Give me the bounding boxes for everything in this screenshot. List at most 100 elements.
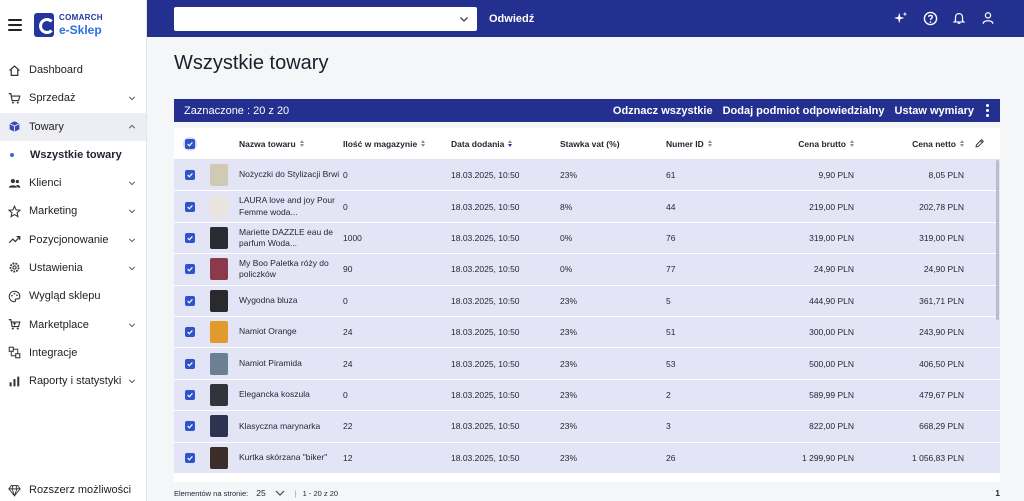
row-date: 18.03.2025, 10:50 — [451, 170, 520, 181]
ai-sparkle-icon[interactable] — [893, 10, 909, 26]
topbar: Odwiedź — [147, 0, 1024, 37]
sidebar-item-towary[interactable]: Towary — [0, 112, 146, 141]
hamburger-menu-icon[interactable] — [8, 19, 22, 31]
edit-columns-cell — [964, 138, 994, 149]
sidebar: COMARCH e-Sklep Dashboard Sprzedaż Towar… — [0, 0, 147, 501]
select-all-checkbox[interactable] — [183, 136, 197, 151]
header-date[interactable]: Data dodania — [451, 139, 560, 149]
bell-icon[interactable] — [951, 10, 967, 26]
extend-features-link[interactable]: Rozszerz możliwości — [0, 479, 147, 501]
table-row[interactable]: My Boo Paletka róży do policzków 90 18.0… — [174, 254, 1000, 286]
row-checkbox[interactable] — [185, 232, 195, 243]
diamond-icon — [7, 483, 21, 497]
table-row[interactable]: Namiot Piramida 24 18.03.2025, 10:50 23%… — [174, 348, 1000, 380]
sidebar-item-label: Marketing — [29, 205, 78, 218]
page-number[interactable]: 1 — [995, 488, 1000, 498]
table-row[interactable]: Kurtka skórzana "biker" 12 18.03.2025, 1… — [174, 442, 1000, 474]
header-qty[interactable]: Ilość w magazynie — [343, 139, 451, 149]
sidebar-subitem-wszystkie-towary[interactable]: Wszystkie towary — [0, 141, 146, 169]
more-options-icon[interactable] — [984, 104, 990, 117]
product-name[interactable]: Kurtka skórzana "biker" — [239, 451, 328, 462]
sidebar-item-ustawienia[interactable]: Ustawienia — [0, 254, 146, 282]
product-name[interactable]: Nożyczki do Stylizacji Brwi — [239, 169, 340, 180]
sidebar-item-integracje[interactable]: Integracje — [0, 339, 146, 367]
row-image-cell — [202, 446, 236, 469]
visit-button[interactable]: Odwiedź — [489, 12, 535, 25]
product-thumbnail[interactable] — [210, 226, 228, 249]
product-thumbnail[interactable] — [210, 415, 228, 438]
row-checkbox[interactable] — [185, 452, 195, 463]
product-name[interactable]: LAURA love and joy Pour Femme woda... — [239, 195, 335, 217]
table-row[interactable]: LAURA love and joy Pour Femme woda... 0 … — [174, 191, 1000, 223]
product-name[interactable]: Wygodna bluza — [239, 295, 298, 306]
header-netto[interactable]: Cena netto — [854, 139, 964, 149]
product-thumbnail[interactable] — [210, 289, 228, 312]
product-name[interactable]: My Boo Paletka róży do policzków — [239, 257, 329, 280]
table-row[interactable]: Namiot Orange 24 18.03.2025, 10:50 23% 5… — [174, 316, 1000, 349]
sidebar-item-raporty[interactable]: Raporty i statystyki — [0, 367, 146, 395]
unselect-all-button[interactable]: Odznacz wszystkie — [612, 104, 713, 117]
row-date: 18.03.2025, 10:50 — [451, 295, 520, 306]
sort-icon — [960, 140, 964, 147]
per-page-select[interactable]: 25 — [256, 488, 266, 498]
table-scrollbar[interactable] — [996, 160, 999, 320]
row-id: 26 — [666, 452, 676, 463]
product-thumbnail[interactable] — [210, 258, 228, 281]
add-responsible-button[interactable]: Dodaj podmiot odpowiedzialny — [722, 104, 885, 117]
site-select[interactable] — [174, 6, 477, 31]
sidebar-item-pozycjonowanie[interactable]: Pozycjonowanie — [0, 225, 146, 253]
product-thumbnail[interactable] — [210, 164, 228, 187]
product-name[interactable]: Mariette DAZZLE eau de parfum Woda... — [239, 226, 334, 248]
row-name-cell: Namiot Piramida — [236, 358, 343, 369]
help-icon[interactable] — [922, 10, 938, 26]
product-name[interactable]: Elegancka koszula — [239, 389, 310, 400]
chevron-down-icon[interactable] — [275, 490, 285, 496]
product-thumbnail[interactable] — [210, 446, 228, 469]
header-name[interactable]: Nazwa towaru — [236, 139, 343, 149]
table-row[interactable]: Klasyczna marynarka 22 18.03.2025, 10:50… — [174, 411, 1000, 443]
row-image-cell — [202, 383, 236, 406]
row-name-cell: My Boo Paletka róży do policzków — [236, 258, 343, 281]
table-row[interactable]: Nożyczki do Stylizacji Brwi 0 18.03.2025… — [174, 160, 1000, 192]
header-id[interactable]: Numer ID — [666, 139, 776, 149]
product-thumbnail[interactable] — [210, 321, 228, 344]
row-checkbox[interactable] — [185, 327, 195, 338]
product-thumbnail[interactable] — [210, 195, 228, 218]
table-row[interactable]: Elegancka koszula 0 18.03.2025, 10:50 23… — [174, 379, 1000, 412]
logo[interactable]: COMARCH e-Sklep — [59, 14, 103, 37]
sidebar-item-wyglad-sklepu[interactable]: Wygląd sklepu — [0, 282, 146, 310]
product-thumbnail[interactable] — [210, 383, 228, 406]
row-checkbox[interactable] — [185, 170, 195, 181]
row-checkbox[interactable] — [185, 264, 195, 275]
sidebar-item-klienci[interactable]: Klienci — [0, 169, 146, 197]
page-title: Wszystkie towary — [174, 52, 329, 74]
set-dimensions-button[interactable]: Ustaw wymiary — [894, 104, 974, 117]
table-row[interactable]: Wygodna bluza 0 18.03.2025, 10:50 23% 5 … — [174, 285, 1000, 317]
header-brutto[interactable]: Cena brutto — [776, 139, 854, 149]
row-checkbox[interactable] — [185, 201, 195, 212]
row-price-netto: 202,78 PLN — [919, 201, 964, 212]
product-name[interactable]: Klasyczna marynarka — [239, 420, 321, 431]
row-name-cell: Klasyczna marynarka — [236, 421, 343, 432]
sidebar-item-marketing[interactable]: Marketing — [0, 197, 146, 225]
row-checkbox[interactable] — [185, 421, 195, 432]
gear-icon — [7, 261, 21, 275]
user-icon[interactable] — [980, 10, 996, 26]
row-qty: 0 — [343, 389, 348, 400]
table-row[interactable]: Mariette DAZZLE eau de parfum Woda... 10… — [174, 222, 1000, 255]
header-vat[interactable]: Stawka vat (%) — [560, 139, 666, 149]
row-checkbox[interactable] — [185, 295, 195, 306]
row-vat: 23% — [560, 421, 578, 432]
sidebar-item-sprzedaz[interactable]: Sprzedaż — [0, 84, 146, 112]
row-checkbox[interactable] — [185, 389, 195, 400]
sidebar-item-marketplace[interactable]: Marketplace — [0, 310, 146, 338]
product-thumbnail[interactable] — [210, 352, 228, 375]
product-name[interactable]: Namiot Piramida — [239, 357, 302, 368]
row-date: 18.03.2025, 10:50 — [451, 264, 520, 275]
row-checkbox[interactable] — [185, 358, 195, 369]
integrations-icon — [7, 346, 21, 360]
product-name[interactable]: Namiot Orange — [239, 326, 297, 337]
pencil-icon[interactable] — [974, 138, 985, 149]
chevron-down-icon — [128, 238, 136, 242]
sidebar-item-dashboard[interactable]: Dashboard — [0, 56, 146, 84]
